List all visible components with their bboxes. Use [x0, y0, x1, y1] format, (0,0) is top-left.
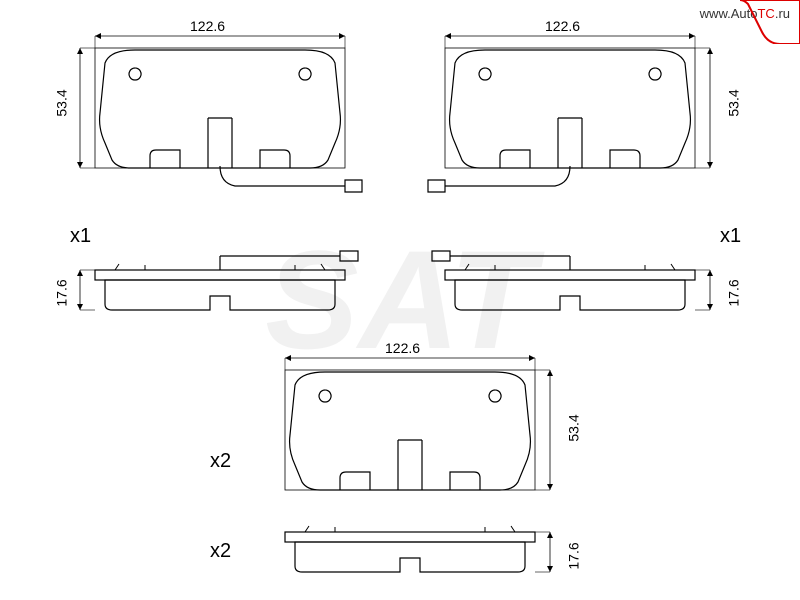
dim-thick-2: 17.6: [726, 279, 742, 306]
qty-left: x1: [70, 225, 91, 248]
pad-front-right: [420, 18, 730, 208]
corner-logo: [740, 0, 800, 44]
pad-front-bottom: [250, 340, 570, 510]
dim-height-2: 53.4: [726, 89, 742, 116]
dim-width-1: 122.6: [190, 18, 225, 34]
dim-width-3: 122.6: [385, 340, 420, 356]
pad-side-right: [420, 248, 740, 328]
qty-bottom-face: x2: [210, 450, 231, 473]
dim-thick-1: 17.6: [54, 279, 70, 306]
qty-bottom-side: x2: [210, 540, 231, 563]
pad-front-left: [60, 18, 370, 208]
dim-width-2: 122.6: [545, 18, 580, 34]
dim-height-1: 53.4: [54, 89, 70, 116]
qty-right: x1: [720, 225, 741, 248]
pad-side-left: [60, 248, 380, 328]
dim-thick-3: 17.6: [566, 542, 582, 569]
dim-height-3: 53.4: [566, 414, 582, 441]
pad-side-bottom: [250, 520, 570, 590]
